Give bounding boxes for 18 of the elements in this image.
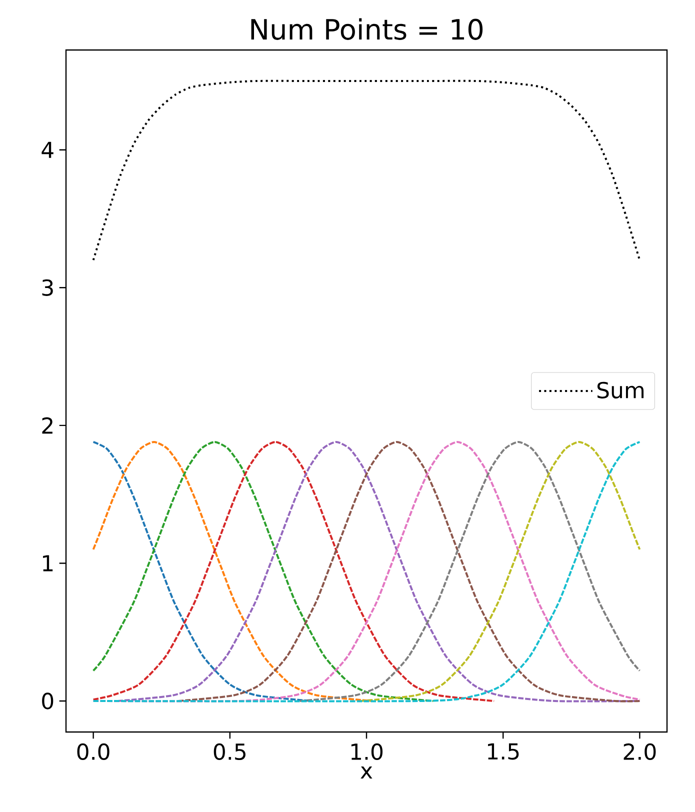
y-tick-label: 1 (43, 555, 53, 572)
x-tick-label: 2.0 (624, 743, 656, 760)
x-tick-label: 1.5 (488, 743, 519, 760)
y-tick-label: 2 (42, 417, 52, 434)
legend-label: Sum (597, 382, 644, 398)
x-tick-label: 1.0 (351, 743, 383, 760)
y-tick-label: 0 (42, 692, 54, 710)
x-tick-label: 0.5 (214, 743, 246, 760)
chart-title: Num Points = 10 (251, 18, 483, 40)
y-tick-label: 4 (42, 142, 54, 158)
x-axis-title: x (360, 766, 372, 779)
line-series (298, 440, 641, 702)
line-series (92, 80, 641, 262)
line-series (92, 440, 434, 702)
x-tick-label: 0.0 (77, 743, 110, 760)
line-series (92, 440, 496, 702)
line-series (359, 440, 641, 702)
y-tick-label: 3 (42, 279, 53, 296)
